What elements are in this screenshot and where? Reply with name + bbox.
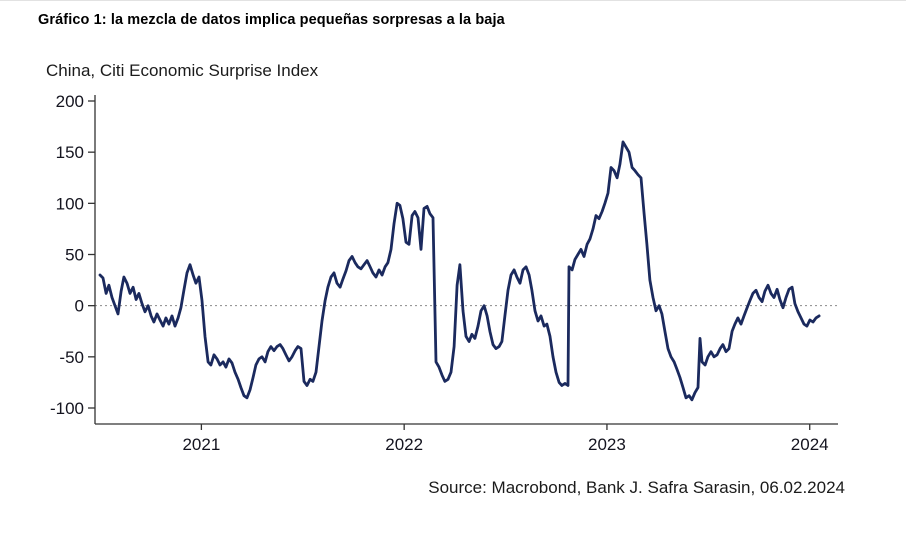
y-tick-label: -50 [59,348,84,367]
y-tick-label: 50 [65,246,84,265]
series-line [98,140,821,402]
y-tick-label: 200 [56,92,84,111]
y-tick-label: 100 [56,194,84,213]
source-caption: Source: Macrobond, Bank J. Safra Sarasin… [428,478,845,497]
figure-title: Gráfico 1: la mezcla de datos implica pe… [38,12,505,28]
x-tick-label: 2021 [182,435,220,454]
x-tick-label: 2022 [385,435,423,454]
y-tick-label: 0 [75,297,84,316]
y-tick-label: 150 [56,143,84,162]
chart-subtitle: China, Citi Economic Surprise Index [46,61,319,80]
x-tick-label: 2024 [791,435,829,454]
x-tick-label: 2023 [588,435,626,454]
y-tick-label: -100 [50,399,84,418]
